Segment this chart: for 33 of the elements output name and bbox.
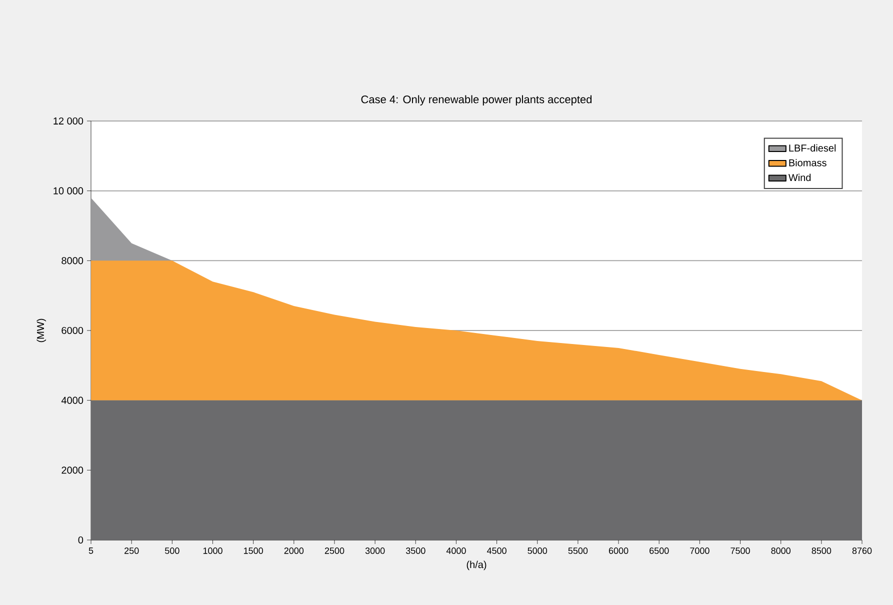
x-tick-label: 7000 <box>690 548 710 554</box>
y-tick-label: 4000 <box>61 396 84 404</box>
y-tick-label: 8000 <box>62 257 84 264</box>
x-tick-label: 500 <box>165 548 180 554</box>
x-tick-label: 8000 <box>771 548 791 554</box>
x-tick-label: 3500 <box>406 548 426 554</box>
x-tick-label: 7500 <box>730 548 750 554</box>
legend-label: LBF-diesel <box>789 144 836 152</box>
x-tick-label: 8500 <box>812 548 832 554</box>
chart-title: Case 4: Only renewable power plants accepted <box>361 95 592 106</box>
x-tick-label: 6500 <box>650 548 669 554</box>
y-tick-label: 6000 <box>62 326 84 334</box>
y-axis-title: (MW) <box>36 318 46 342</box>
y-tick-label: 0 <box>78 536 84 544</box>
x-tick-label: 3000 <box>365 548 385 554</box>
x-tick-label: 4500 <box>486 548 506 554</box>
x-tick-label: 1000 <box>203 548 222 554</box>
x-axis-title: (h/a) <box>466 560 486 570</box>
x-tick-label: 2500 <box>324 548 344 554</box>
legend-label: Biomass <box>789 159 826 166</box>
x-tick-label: 5 <box>88 548 94 554</box>
x-tick-label: 1500 <box>244 548 263 554</box>
x-tick-label: 8760 <box>852 548 872 554</box>
x-tick-label: 250 <box>124 548 139 554</box>
x-tick-label: 4000 <box>446 548 466 554</box>
x-tick-label: 5000 <box>528 548 548 554</box>
y-tick-label: 12 000 <box>54 117 84 125</box>
x-tick-label: 2000 <box>284 548 304 554</box>
y-tick-label: 2000 <box>62 466 84 474</box>
legend-label: Wind <box>788 174 811 182</box>
x-tick-label: 5500 <box>568 548 588 554</box>
x-tick-label: 6000 <box>608 548 628 554</box>
y-tick-label: 10 000 <box>54 187 84 194</box>
